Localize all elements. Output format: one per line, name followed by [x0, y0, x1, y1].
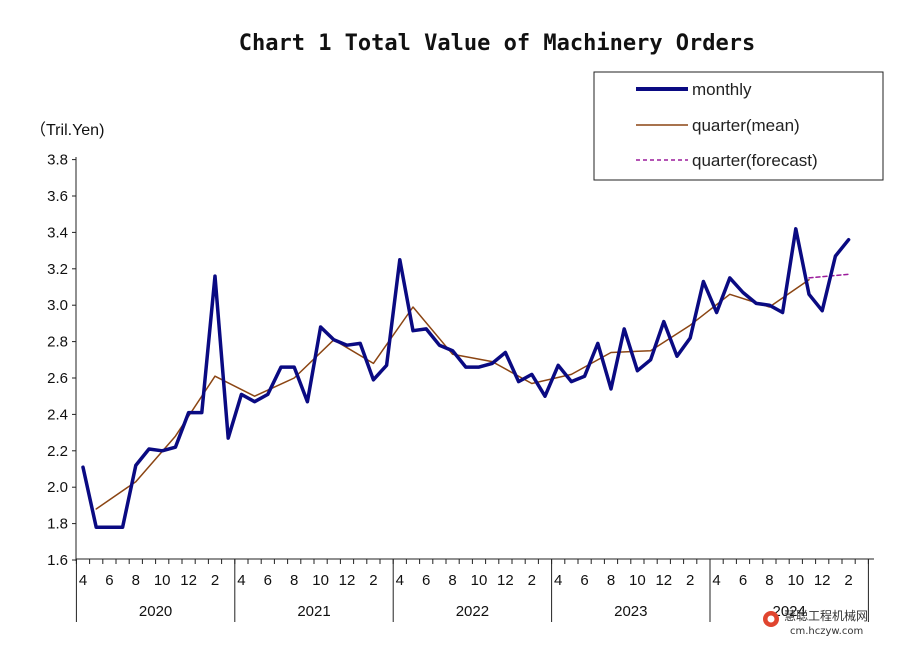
- y-tick-label: 2.2: [47, 443, 68, 460]
- legend: monthly quarter(mean) quarter(forecast): [593, 71, 884, 181]
- x-tick-label: 8: [448, 572, 456, 589]
- year-label: 2021: [297, 603, 330, 620]
- x-tick-label: 4: [237, 572, 245, 589]
- x-tick-label: 10: [471, 572, 488, 589]
- chart-title: Chart 1 Total Value of Machinery Orders: [239, 31, 756, 56]
- x-tick-label: 10: [312, 572, 329, 589]
- watermark: 慧聪工程机械网 cm.hczyw.com: [763, 608, 868, 637]
- watermark-logo-center: [767, 615, 775, 623]
- y-tick-label: 3.4: [47, 224, 68, 241]
- legend-label-monthly: monthly: [692, 80, 752, 99]
- y-tick-label: 3.0: [47, 297, 68, 314]
- x-tick-label: 12: [655, 572, 672, 589]
- x-tick-label: 12: [339, 572, 356, 589]
- year-label: 2020: [139, 603, 172, 620]
- year-label: 2023: [614, 603, 647, 620]
- legend-label-quarter-mean: quarter(mean): [692, 116, 800, 135]
- x-tick-label: 2: [686, 572, 694, 589]
- series-layer: [81, 227, 851, 529]
- y-tick-label: 3.2: [47, 261, 68, 278]
- x-tick-label: 8: [765, 572, 773, 589]
- x-tick-label: 4: [396, 572, 404, 589]
- x-tick-label: 12: [497, 572, 514, 589]
- watermark-text: 慧聪工程机械网: [784, 608, 868, 623]
- x-tick-label: 6: [264, 572, 272, 589]
- x-tick-label: 2: [211, 572, 219, 589]
- y-tick-label: 2.8: [47, 334, 68, 351]
- y-tick-label: 1.6: [47, 552, 68, 569]
- y-axis-unit-label: （Tril.Yen): [30, 121, 104, 139]
- year-label: 2022: [456, 603, 489, 620]
- y-tick-label: 3.6: [47, 188, 68, 205]
- x-tick-label: 6: [580, 572, 588, 589]
- x-tick-label: 8: [607, 572, 615, 589]
- x-tick-label: 10: [154, 572, 171, 589]
- x-tick-label: 12: [814, 572, 831, 589]
- x-tick-label: 2: [528, 572, 536, 589]
- year-label: 2024: [773, 603, 806, 620]
- x-tick-label: 4: [79, 572, 87, 589]
- y-tick-label: 3.8: [47, 152, 68, 169]
- y-tick-label: 2.0: [47, 479, 68, 496]
- series-line-monthly: [81, 227, 851, 529]
- x-tick-label: 4: [554, 572, 562, 589]
- x-tick-label: 10: [787, 572, 804, 589]
- x-tick-label: 12: [180, 572, 197, 589]
- y-tick-label: 2.4: [47, 406, 68, 423]
- x-tick-label: 2: [369, 572, 377, 589]
- series-line-quarter-forecast: [808, 273, 850, 279]
- x-tick-label: 8: [290, 572, 298, 589]
- x-tick-label: 2: [844, 572, 852, 589]
- x-tick-label: 10: [629, 572, 646, 589]
- axes: 1.61.82.02.22.42.62.83.03.23.43.63.84 6 8 1…: [47, 152, 874, 622]
- series-line-quarter-mean: [95, 278, 810, 510]
- watermark-url: cm.hczyw.com: [790, 626, 863, 637]
- x-tick-label: 6: [739, 572, 747, 589]
- legend-label-quarter-forecast: quarter(forecast): [692, 151, 818, 170]
- x-tick-label: 8: [132, 572, 140, 589]
- x-tick-label: 4: [712, 572, 720, 589]
- x-tick-label: 6: [105, 572, 113, 589]
- x-tick-label: 6: [422, 572, 430, 589]
- y-tick-label: 2.6: [47, 370, 68, 387]
- y-tick-label: 1.8: [47, 516, 68, 533]
